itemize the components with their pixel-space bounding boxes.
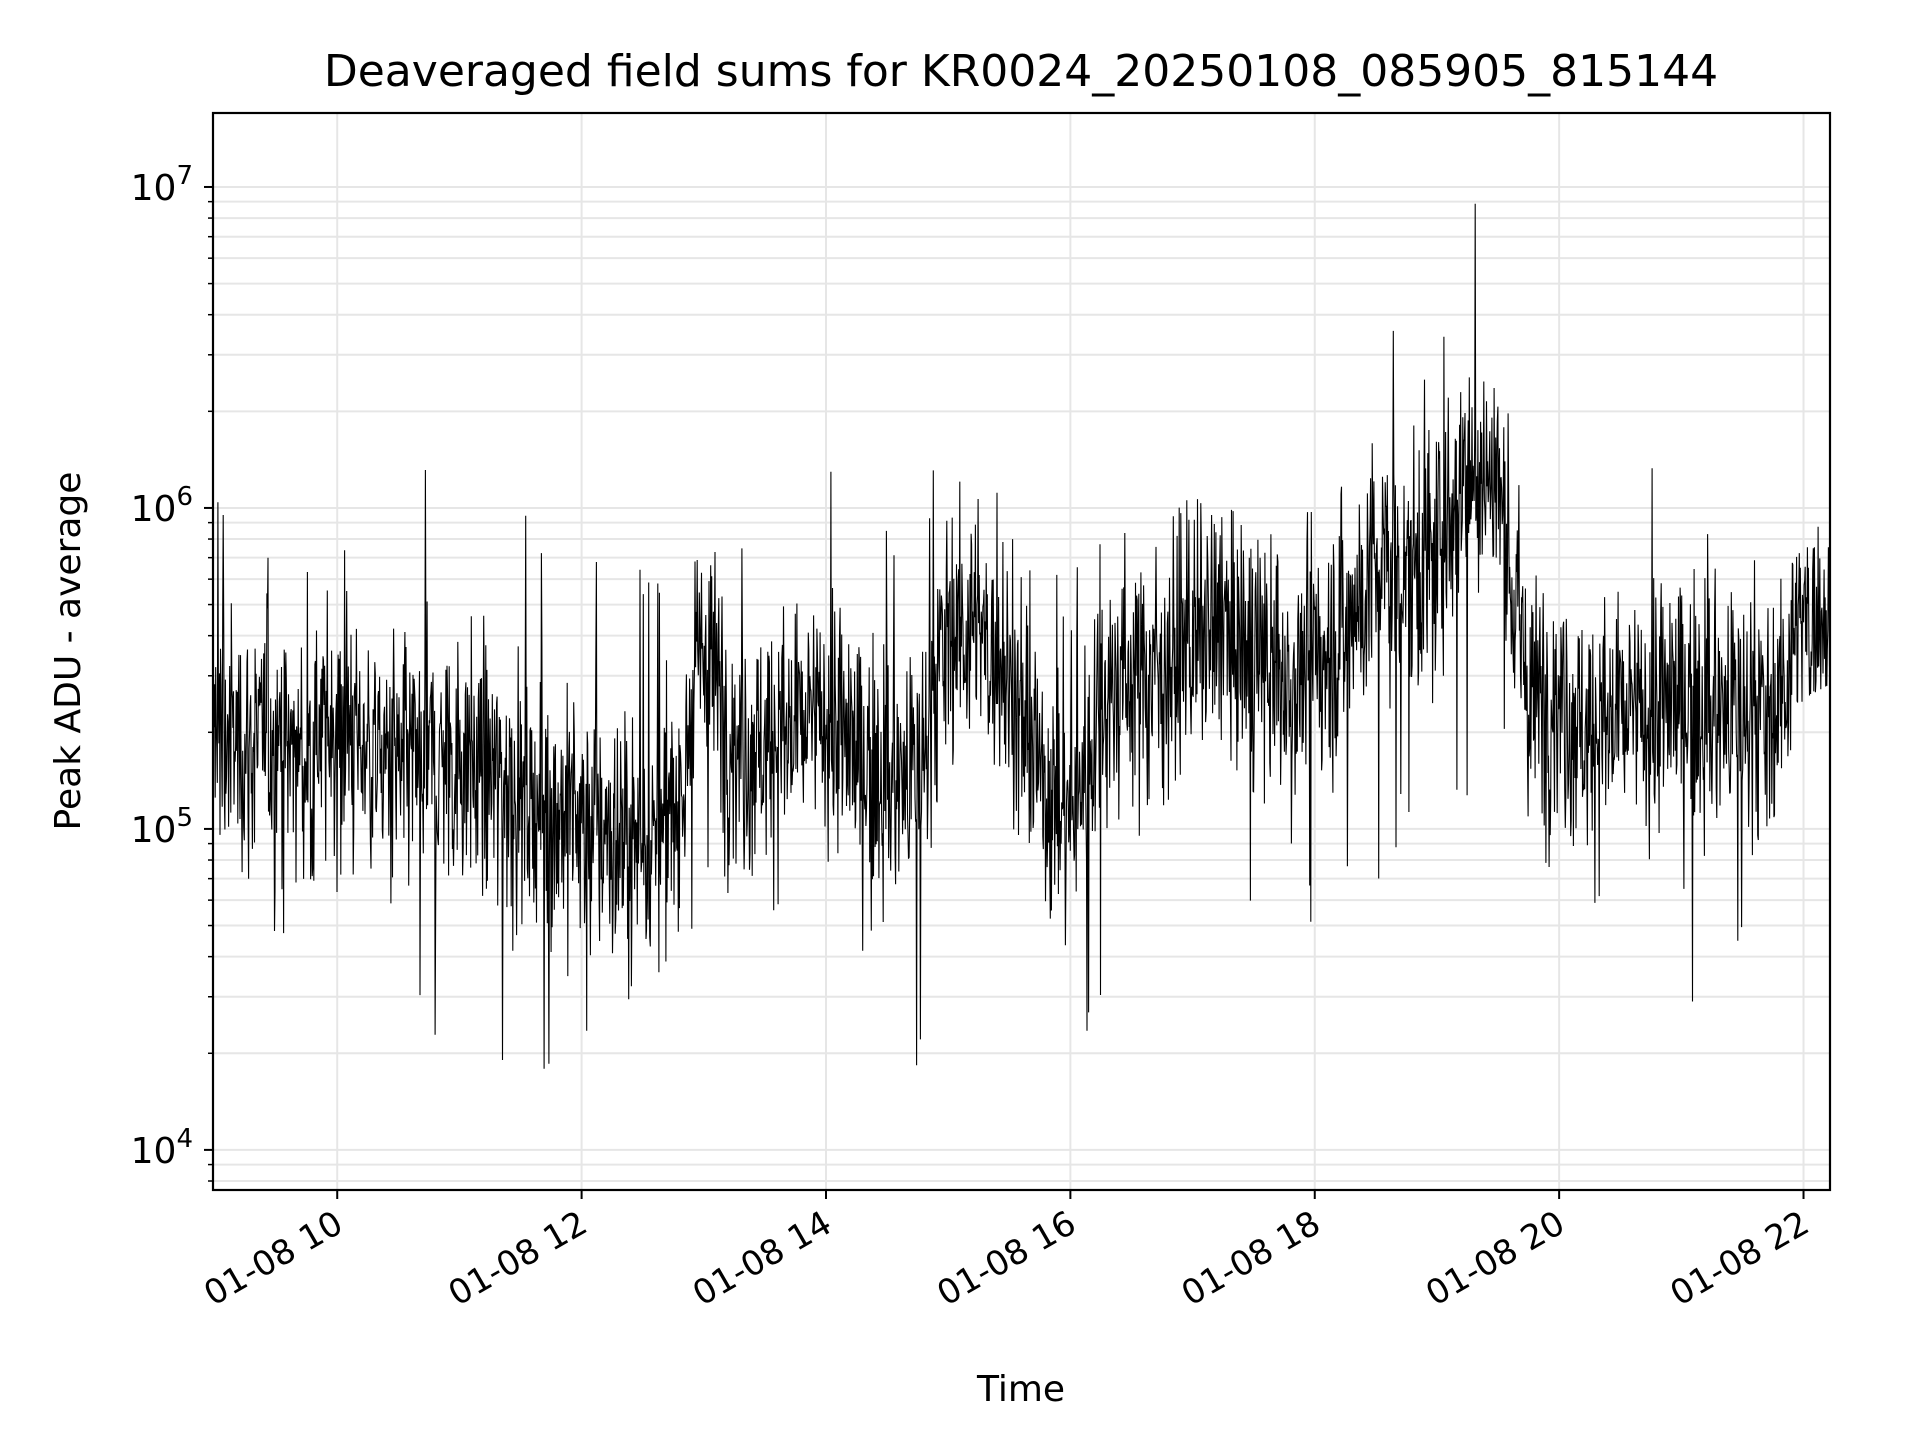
y-tick-label: 106 <box>131 482 193 530</box>
x-axis-label: Time <box>976 1369 1065 1410</box>
plot-frame <box>211 111 1832 1192</box>
series-line <box>212 203 1831 1069</box>
y-tick-label: 107 <box>131 161 193 209</box>
y-tick-label: 104 <box>131 1124 193 1172</box>
y-tick-label: 105 <box>131 803 193 851</box>
series-layer <box>212 203 1831 1069</box>
chart-title: Deaveraged field sums for KR0024_2025010… <box>324 46 1718 97</box>
y-axis-label: Peak ADU - average <box>48 472 89 831</box>
